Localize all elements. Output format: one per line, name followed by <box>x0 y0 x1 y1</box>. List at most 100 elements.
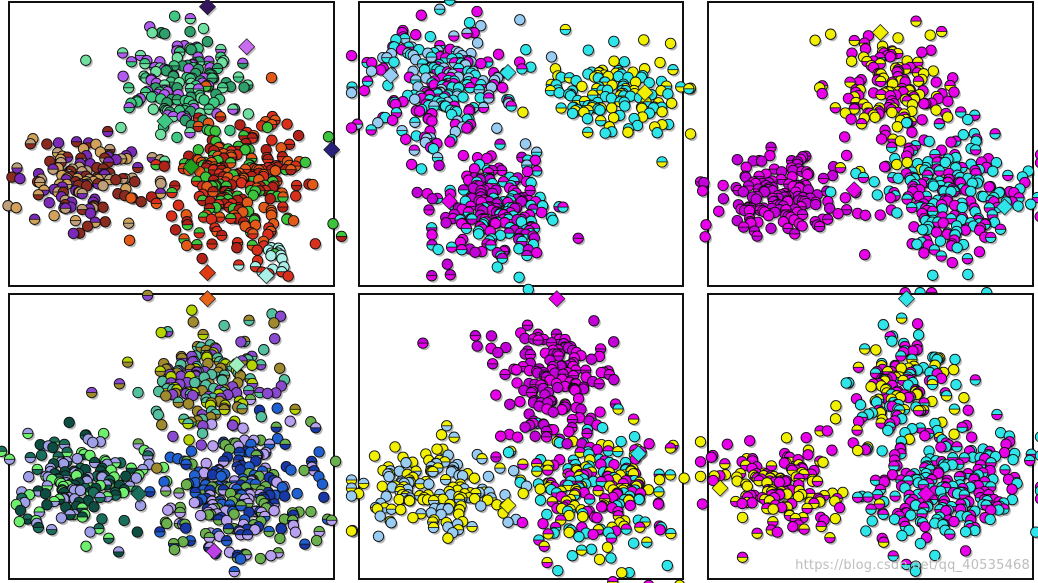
data-point <box>385 517 399 530</box>
data-point <box>514 14 527 27</box>
data-point <box>284 415 298 429</box>
data-point <box>423 204 436 218</box>
data-point <box>593 553 607 567</box>
data-point <box>959 526 973 539</box>
data-point <box>242 108 256 122</box>
data-point <box>123 234 137 248</box>
data-point <box>184 25 197 39</box>
data-point <box>855 118 869 131</box>
data-point <box>80 54 93 68</box>
data-point <box>959 224 973 238</box>
data-point <box>877 536 891 550</box>
data-point <box>415 9 429 23</box>
data-point <box>683 83 696 97</box>
data-point <box>197 22 211 36</box>
data-point <box>427 521 441 535</box>
data-point <box>274 310 288 324</box>
data-point <box>577 510 590 524</box>
data-point <box>87 436 100 450</box>
data-point <box>813 220 827 234</box>
data-point <box>372 117 385 130</box>
data-point <box>958 392 971 405</box>
data-point <box>572 232 586 246</box>
data-point <box>935 25 949 39</box>
scatter-panel-top-middle <box>345 0 698 297</box>
data-point <box>235 336 248 350</box>
data-point <box>45 523 59 537</box>
data-point <box>628 430 642 444</box>
data-point <box>118 514 132 528</box>
data-point <box>871 189 885 203</box>
data-point <box>962 268 975 282</box>
data-point <box>575 544 589 558</box>
data-point <box>638 34 651 48</box>
data-point <box>542 528 556 542</box>
data-point <box>868 176 882 189</box>
data-point <box>279 438 293 452</box>
data-point <box>282 270 296 284</box>
data-point <box>627 537 641 551</box>
data-point <box>762 209 776 223</box>
data-point <box>532 334 546 348</box>
centroid-diamond-marker <box>130 485 149 504</box>
data-point <box>899 482 912 496</box>
data-point <box>246 359 259 373</box>
data-point <box>520 480 534 494</box>
data-point <box>181 219 195 232</box>
data-point <box>619 100 632 114</box>
centroid-diamond-marker <box>499 496 518 516</box>
data-point <box>409 116 422 130</box>
centroid-diamond-marker <box>198 0 217 17</box>
data-point <box>905 509 918 523</box>
data-point <box>269 165 283 178</box>
data-point <box>596 422 610 435</box>
data-point <box>942 95 955 109</box>
data-point <box>809 34 823 48</box>
data-point <box>696 185 710 199</box>
data-point <box>829 102 843 116</box>
scatter-plot-top-right <box>694 15 1038 300</box>
data-point <box>439 473 453 487</box>
data-point <box>865 381 878 394</box>
data-point <box>538 540 552 554</box>
data-point <box>916 46 929 60</box>
data-point <box>826 444 839 458</box>
data-point <box>102 125 115 139</box>
data-point <box>141 289 155 303</box>
data-point <box>23 471 36 484</box>
data-point <box>482 56 495 70</box>
data-point <box>490 451 503 465</box>
data-point <box>475 500 488 514</box>
data-point <box>736 551 750 565</box>
data-point <box>432 243 446 257</box>
data-point <box>694 470 708 484</box>
data-point <box>182 417 195 431</box>
data-point <box>202 509 216 523</box>
data-point <box>934 235 948 249</box>
data-point <box>403 495 417 508</box>
data-point <box>848 103 862 117</box>
scatter-panel-bottom-right <box>694 290 1038 580</box>
data-point <box>41 138 54 152</box>
data-point <box>181 239 194 253</box>
data-point <box>517 106 530 120</box>
data-point <box>620 523 634 537</box>
data-point <box>797 511 810 525</box>
data-point <box>67 227 81 241</box>
centroid-diamond-marker <box>897 290 916 309</box>
data-point <box>180 522 193 536</box>
data-point <box>857 171 871 185</box>
data-point <box>212 514 226 528</box>
data-point <box>213 211 227 225</box>
data-point <box>824 532 837 545</box>
data-point <box>130 472 144 486</box>
data-point <box>494 229 508 243</box>
data-point <box>1030 526 1038 540</box>
data-point <box>97 180 111 193</box>
data-point <box>281 118 295 132</box>
data-point <box>717 179 731 193</box>
data-point <box>158 160 172 174</box>
data-point <box>122 217 136 231</box>
data-point <box>255 411 269 424</box>
data-point <box>305 505 318 519</box>
